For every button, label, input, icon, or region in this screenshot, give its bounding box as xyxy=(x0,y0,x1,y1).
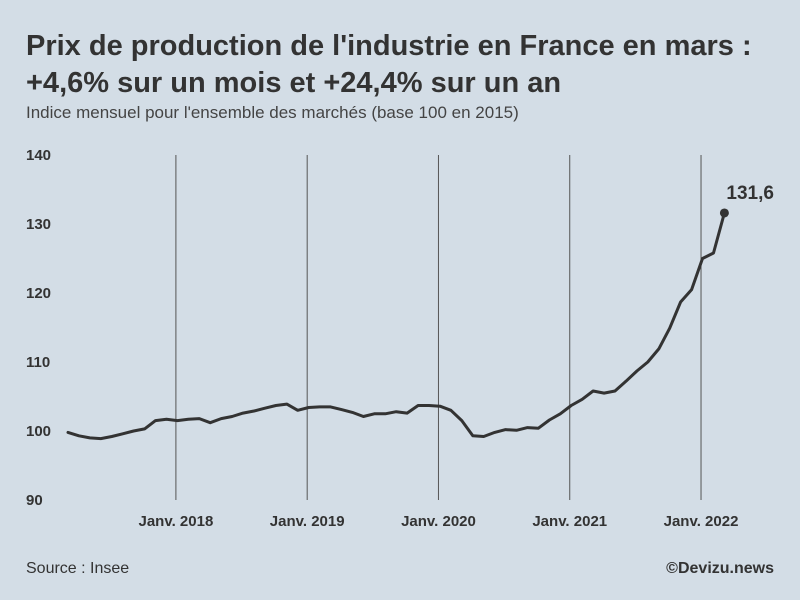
x-tick-label: Janv. 2019 xyxy=(270,513,345,530)
last-value-point xyxy=(719,208,729,218)
x-tick-label: Janv. 2020 xyxy=(401,513,476,530)
chart-title: Prix de production de l'industrie en Fra… xyxy=(26,28,786,102)
x-tick-label: Janv. 2022 xyxy=(664,513,739,530)
y-tick-label: 130 xyxy=(26,216,51,233)
y-tick-label: 120 xyxy=(26,285,51,302)
data-series-line xyxy=(66,211,726,441)
title-line-1: Prix de production de l'industrie en Fra… xyxy=(26,30,752,62)
last-value-label: 131,6 xyxy=(726,183,774,204)
y-tick-label: 90 xyxy=(26,492,43,509)
y-tick-label: 100 xyxy=(26,423,51,440)
x-tick-label: Janv. 2018 xyxy=(139,513,214,530)
y-tick-label: 110 xyxy=(26,354,50,371)
title-line-2: +4,6% sur un mois et +24,4% sur un an xyxy=(26,67,562,99)
y-tick-label: 140 xyxy=(26,147,51,164)
chart-subtitle: Indice mensuel pour l'ensemble des march… xyxy=(26,103,519,122)
x-tick-label: Janv. 2021 xyxy=(532,513,607,530)
credit-label: ©Devizu.news xyxy=(666,560,774,577)
source-note: Source : Insee xyxy=(26,560,130,577)
